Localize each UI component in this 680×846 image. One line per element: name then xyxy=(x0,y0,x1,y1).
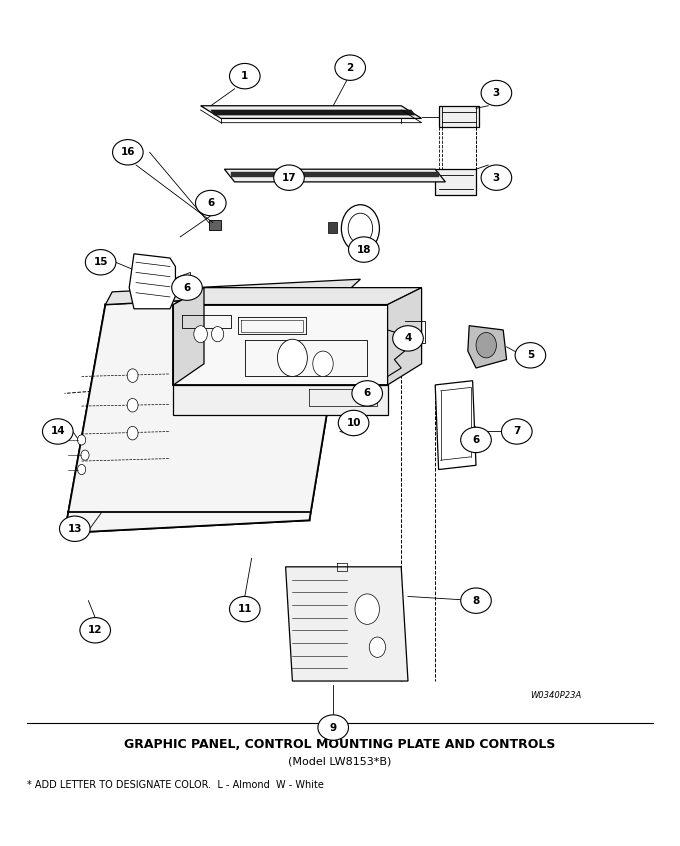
Text: 6: 6 xyxy=(364,388,371,398)
Circle shape xyxy=(341,205,379,252)
Text: 12: 12 xyxy=(88,625,103,635)
Ellipse shape xyxy=(460,427,491,453)
Circle shape xyxy=(476,332,496,358)
Ellipse shape xyxy=(229,596,260,622)
Circle shape xyxy=(78,435,86,445)
Polygon shape xyxy=(129,254,175,309)
Polygon shape xyxy=(388,288,422,385)
Circle shape xyxy=(78,464,86,475)
Circle shape xyxy=(81,450,89,460)
Polygon shape xyxy=(173,288,204,385)
Text: 13: 13 xyxy=(67,524,82,534)
Polygon shape xyxy=(286,567,408,681)
Circle shape xyxy=(211,327,224,342)
Text: (Model LW8153*B): (Model LW8153*B) xyxy=(288,756,392,766)
Ellipse shape xyxy=(318,715,348,740)
Ellipse shape xyxy=(352,381,383,406)
Polygon shape xyxy=(105,279,360,305)
Text: 15: 15 xyxy=(93,257,108,267)
Polygon shape xyxy=(209,220,221,230)
Polygon shape xyxy=(328,222,337,233)
Text: 11: 11 xyxy=(237,604,252,614)
Ellipse shape xyxy=(481,165,511,190)
Polygon shape xyxy=(211,110,415,115)
Circle shape xyxy=(194,326,207,343)
Text: 16: 16 xyxy=(120,147,135,157)
Text: 6: 6 xyxy=(184,283,190,293)
Ellipse shape xyxy=(501,419,532,444)
Ellipse shape xyxy=(196,190,226,216)
Text: 17: 17 xyxy=(282,173,296,183)
Ellipse shape xyxy=(113,140,143,165)
Text: 4: 4 xyxy=(405,333,411,343)
Text: 6: 6 xyxy=(207,198,214,208)
Circle shape xyxy=(348,213,373,244)
Ellipse shape xyxy=(481,80,511,106)
Text: GRAPHIC PANEL, CONTROL MOUNTING PLATE AND CONTROLS: GRAPHIC PANEL, CONTROL MOUNTING PLATE AN… xyxy=(124,738,556,751)
Ellipse shape xyxy=(348,237,379,262)
Ellipse shape xyxy=(460,588,491,613)
Circle shape xyxy=(127,398,138,412)
Polygon shape xyxy=(173,288,422,305)
Ellipse shape xyxy=(229,63,260,89)
Text: 6: 6 xyxy=(473,435,479,445)
Ellipse shape xyxy=(171,275,203,300)
Text: * ADD LETTER TO DESIGNATE COLOR.  L - Almond  W - White: * ADD LETTER TO DESIGNATE COLOR. L - Alm… xyxy=(27,780,324,790)
Circle shape xyxy=(277,339,307,376)
Polygon shape xyxy=(231,172,439,177)
Polygon shape xyxy=(435,169,476,195)
Ellipse shape xyxy=(86,250,116,275)
Polygon shape xyxy=(439,106,479,127)
Text: 3: 3 xyxy=(493,173,500,183)
Polygon shape xyxy=(65,292,347,533)
Ellipse shape xyxy=(339,410,369,436)
Polygon shape xyxy=(468,326,507,368)
Ellipse shape xyxy=(60,516,90,541)
Circle shape xyxy=(127,369,138,382)
Text: 8: 8 xyxy=(473,596,479,606)
Text: 7: 7 xyxy=(513,426,520,437)
Text: W0340P23A: W0340P23A xyxy=(530,691,581,700)
Text: 1: 1 xyxy=(241,71,248,81)
Circle shape xyxy=(369,637,386,657)
Polygon shape xyxy=(173,385,388,415)
Text: 5: 5 xyxy=(527,350,534,360)
Text: 14: 14 xyxy=(50,426,65,437)
Text: 3: 3 xyxy=(493,88,500,98)
Polygon shape xyxy=(224,169,445,182)
Polygon shape xyxy=(435,381,476,470)
Circle shape xyxy=(355,594,379,624)
Text: 9: 9 xyxy=(330,722,337,733)
Polygon shape xyxy=(201,106,422,118)
Ellipse shape xyxy=(80,618,110,643)
Text: 10: 10 xyxy=(346,418,361,428)
Ellipse shape xyxy=(273,165,305,190)
Ellipse shape xyxy=(335,55,366,80)
Ellipse shape xyxy=(393,326,423,351)
Circle shape xyxy=(313,351,333,376)
Circle shape xyxy=(127,426,138,440)
Polygon shape xyxy=(173,305,388,385)
Ellipse shape xyxy=(42,419,73,444)
Ellipse shape xyxy=(515,343,545,368)
Text: 2: 2 xyxy=(347,63,354,73)
Text: 18: 18 xyxy=(356,244,371,255)
